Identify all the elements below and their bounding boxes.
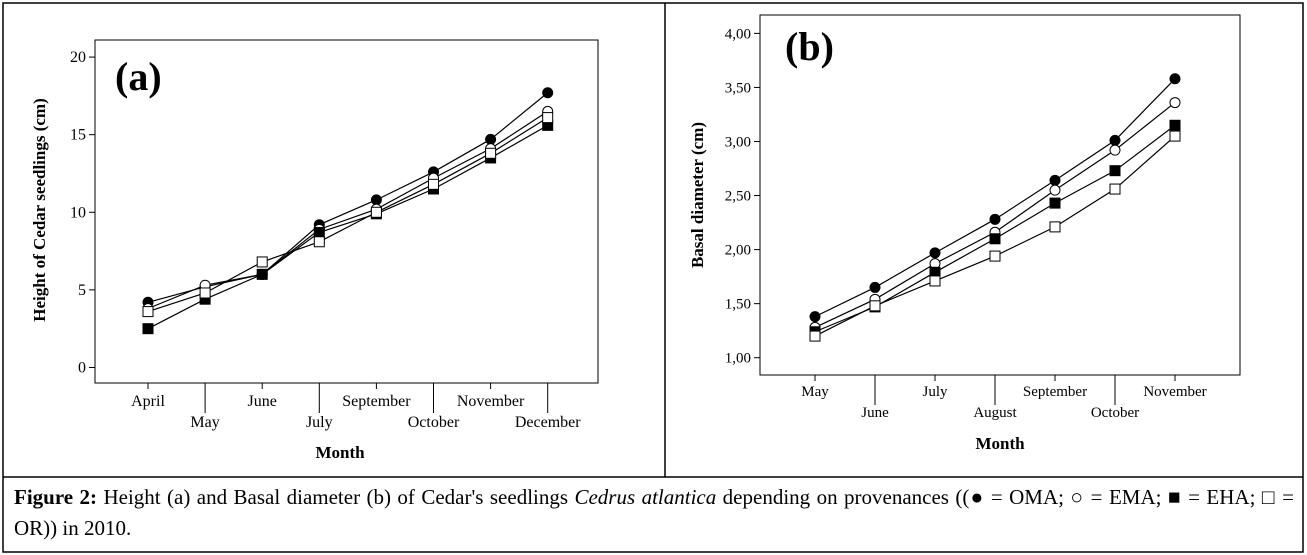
caption-text: depending on provenances ((● = OMA; ○ = … <box>14 485 1294 540</box>
marker <box>1169 73 1181 85</box>
x-tick-label: May <box>801 384 829 400</box>
y-axis-title: Height of Cedar seedlings (cm) <box>30 98 49 322</box>
marker <box>1109 183 1121 195</box>
marker <box>869 300 881 312</box>
y-tick-label: 3,50 <box>725 80 751 96</box>
marker <box>370 194 382 206</box>
y-tick-label: 3,00 <box>725 134 751 150</box>
y-tick-label: 15 <box>70 127 86 144</box>
marker <box>1109 165 1121 177</box>
caption-text: Height (a) and Basal diameter (b) of Ced… <box>103 485 569 509</box>
marker <box>313 236 325 248</box>
x-tick-label: June <box>861 405 889 421</box>
x-axis-title: Month <box>315 443 365 462</box>
marker <box>485 133 497 145</box>
marker <box>869 281 881 293</box>
x-axis-title: Month <box>975 434 1025 453</box>
y-axis-title: Basal diameter (cm) <box>688 122 707 268</box>
marker <box>809 311 821 323</box>
caption: Figure 2: Height (a) and Basal diameter … <box>14 482 1294 544</box>
marker <box>256 256 268 268</box>
y-tick-label: 4,00 <box>725 26 751 42</box>
y-tick-label: 10 <box>70 204 86 221</box>
marker <box>428 178 439 190</box>
marker <box>989 233 1001 245</box>
caption-label: Figure 2: <box>14 485 98 509</box>
x-tick-label: October <box>1091 405 1139 421</box>
series-line <box>147 117 549 313</box>
series-line <box>147 92 549 303</box>
y-tick-label: 1,50 <box>725 297 751 313</box>
y-tick-label: 5 <box>78 282 86 299</box>
series-line <box>147 124 548 330</box>
y-tick-label: 2,00 <box>725 243 751 259</box>
marker <box>1169 97 1181 109</box>
y-tick-label: 2,50 <box>725 189 751 205</box>
plot-area <box>94 39 599 384</box>
panel-label: (a) <box>115 54 162 99</box>
marker <box>370 206 382 218</box>
marker <box>929 247 941 259</box>
x-tick-label: June <box>248 393 277 410</box>
marker <box>1049 221 1061 233</box>
marker <box>256 268 268 280</box>
marker <box>485 147 497 159</box>
series-line <box>147 110 549 310</box>
x-tick-label: July <box>306 414 333 431</box>
marker <box>542 112 554 124</box>
marker <box>1169 119 1181 131</box>
marker <box>1049 197 1061 209</box>
x-tick-label: September <box>1023 384 1087 400</box>
marker <box>989 213 1001 225</box>
caption-species: Cedrus atlantica <box>574 485 717 509</box>
y-tick-label: 1,00 <box>725 351 751 367</box>
marker <box>542 87 554 99</box>
x-tick-label: September <box>342 393 411 410</box>
marker <box>809 330 821 342</box>
marker <box>989 250 1001 262</box>
x-tick-label: November <box>457 393 525 410</box>
x-tick-label: April <box>131 393 165 410</box>
marker <box>142 323 154 335</box>
x-tick-label: August <box>973 405 1017 421</box>
x-tick-label: October <box>408 414 460 431</box>
x-tick-label: May <box>190 414 219 431</box>
marker <box>142 306 154 318</box>
plot-area <box>759 14 1241 376</box>
marker <box>929 275 941 287</box>
marker <box>1049 174 1061 186</box>
marker <box>1109 134 1121 146</box>
marker <box>1049 184 1061 196</box>
series-line <box>814 78 1176 318</box>
marker <box>199 287 211 299</box>
y-tick-label: 20 <box>70 49 86 66</box>
x-tick-label: July <box>922 384 948 400</box>
panel-label: (b) <box>785 24 834 69</box>
x-tick-label: November <box>1143 384 1206 400</box>
x-tick-label: December <box>515 414 581 431</box>
y-tick-label: 0 <box>78 359 86 376</box>
marker <box>1169 130 1181 142</box>
marker <box>313 226 325 238</box>
marker <box>1109 144 1121 156</box>
